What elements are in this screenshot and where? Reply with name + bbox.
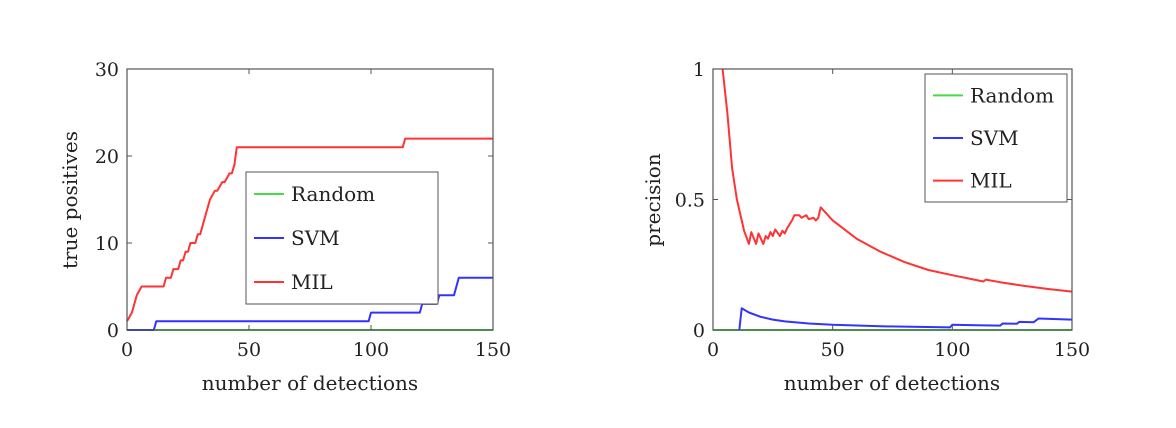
precision-y-tick-label: 0 — [693, 320, 705, 342]
precision-y-axis-label: precision — [641, 153, 665, 246]
precision-series-svm-line — [738, 307, 1073, 331]
precision-legend-label-random: Random — [970, 83, 1054, 107]
true-positives-x-tick-label: 50 — [237, 339, 261, 361]
precision-ticks: 0 50 100 150 0 0.5 1 — [675, 59, 1090, 361]
true-positives-x-tick-label: 100 — [353, 339, 389, 361]
true-positives-y-tick-label: 30 — [95, 59, 119, 81]
true-positives-ticks: 0 50 100 150 0 10 20 30 — [95, 59, 511, 361]
true-positives-x-tick-label: 0 — [121, 339, 133, 361]
precision-series-mil-line — [721, 68, 1073, 293]
true-positives-legend: Random SVM MIL — [245, 171, 439, 305]
true-positives-y-tick-label: 10 — [95, 233, 119, 255]
true-positives-x-axis-label: number of detections — [202, 371, 418, 395]
precision-x-tick-label: 100 — [934, 339, 970, 361]
true-positives-legend-label-mil: MIL — [291, 270, 333, 294]
true-positives-chart: 0 50 100 150 0 10 20 30 number of detections tr… — [58, 59, 511, 395]
true-positives-plot-frame — [126, 68, 494, 331]
true-positives-x-tick-label: 150 — [475, 339, 511, 361]
precision-x-tick-label: 0 — [707, 339, 719, 361]
true-positives-y-tick-label: 20 — [95, 146, 119, 168]
precision-legend: Random SVM MIL — [924, 73, 1068, 203]
precision-chart: 0 50 100 150 0 0.5 1 number of detections prec… — [641, 59, 1090, 395]
precision-y-tick-label: 1 — [693, 59, 705, 81]
precision-y-tick-label: 0.5 — [675, 190, 705, 212]
precision-x-axis-label: number of detections — [784, 371, 1000, 395]
precision-x-tick-label: 50 — [821, 339, 845, 361]
precision-legend-label-svm: SVM — [970, 126, 1019, 150]
precision-legend-label-mil: MIL — [970, 169, 1012, 193]
true-positives-series-mil-line — [126, 137, 493, 322]
true-positives-y-tick-label: 0 — [107, 320, 119, 342]
true-positives-series-svm-line — [127, 276, 493, 331]
true-positives-legend-label-random: Random — [291, 182, 375, 206]
true-positives-legend-label-svm: SVM — [291, 226, 340, 250]
true-positives-y-axis-label: true positives — [58, 131, 82, 269]
precision-x-tick-label: 150 — [1054, 339, 1090, 361]
